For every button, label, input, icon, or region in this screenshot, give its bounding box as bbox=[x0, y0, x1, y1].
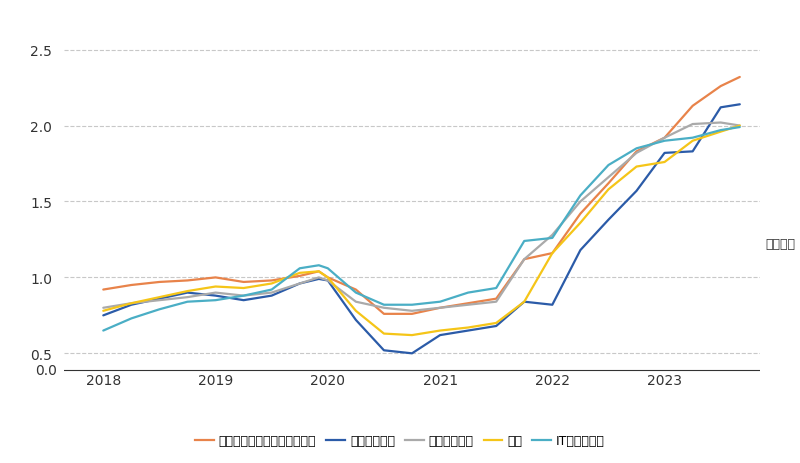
Text: 0.0: 0.0 bbox=[35, 363, 57, 377]
Text: （年度）: （年度） bbox=[766, 238, 796, 251]
Legend: 電気・機械・化学エンジニア, 販売サービス, 事務系専門職, 営業, ITエンジニア: 電気・機械・化学エンジニア, 販売サービス, 事務系専門職, 営業, ITエンジ… bbox=[190, 429, 610, 452]
